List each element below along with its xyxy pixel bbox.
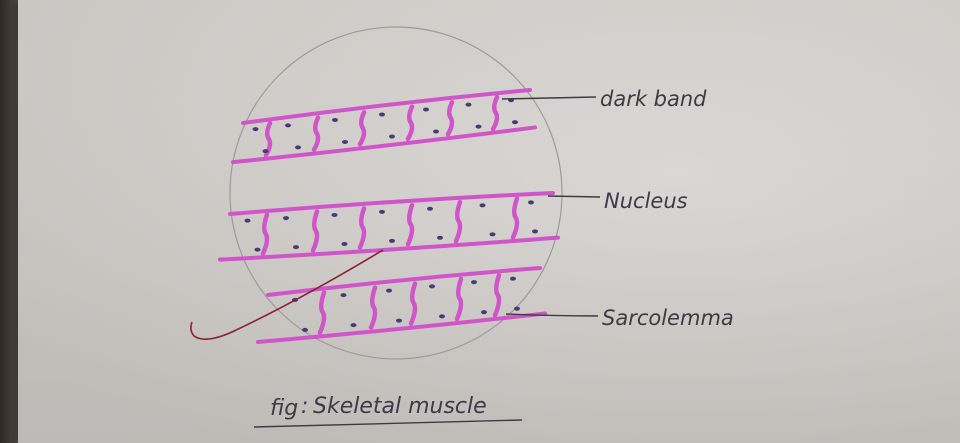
sarcolemma-bottom-edge — [218, 235, 560, 262]
nucleus-dot — [379, 112, 385, 117]
nucleus-dot — [423, 107, 429, 112]
nucleus-dot — [341, 241, 348, 246]
notebook-page — [18, 0, 960, 443]
sarcolemma-top-edge — [241, 88, 532, 125]
nucleus-dot — [252, 127, 259, 132]
muscle-fibers — [218, 88, 560, 344]
sarcolemma-bottom-edge — [256, 311, 547, 344]
label-sarcolemma: Sarcolemma — [602, 306, 734, 330]
nucleus-dot — [254, 247, 261, 252]
nucleus-dot — [302, 327, 308, 332]
sarcolemma-bottom-edge — [231, 125, 537, 165]
nucleus-dot — [437, 235, 443, 240]
nucleus-dot — [350, 323, 357, 328]
nucleus-dot — [512, 120, 518, 125]
dark-band — [453, 199, 463, 244]
nucleus-dot — [439, 314, 445, 319]
label-dark-band: dark band — [600, 87, 707, 111]
nucleus-dot — [514, 306, 520, 311]
nucleus-dot — [342, 139, 348, 144]
dark-band — [357, 110, 367, 147]
dark-band — [405, 203, 415, 247]
sarcolemma-pointer — [505, 313, 599, 317]
nucleus-dot — [475, 124, 482, 129]
nucleus-dot — [429, 284, 435, 289]
nucleus-dot — [295, 145, 301, 150]
caption-prefix: fig — [270, 396, 298, 421]
nucleus-dot — [293, 245, 299, 250]
microscope-field — [229, 26, 563, 360]
dark-band — [492, 273, 502, 318]
dark-band — [405, 104, 415, 142]
nucleus-dot — [489, 232, 496, 237]
nucleus-dot — [532, 229, 538, 234]
pen-stroke-mark — [190, 249, 384, 340]
page-shading — [18, 0, 960, 443]
nucleus-dot — [528, 200, 534, 205]
nucleus-dot — [433, 129, 439, 134]
caption-separator: : — [301, 394, 308, 419]
nucleus-dot — [285, 123, 291, 128]
dark-band — [263, 120, 273, 158]
nucleus-dot — [479, 203, 486, 208]
dark-band — [454, 276, 464, 322]
nucleus-dot — [340, 293, 347, 298]
dark-band — [510, 196, 520, 240]
dark-band — [317, 290, 327, 335]
caption-underline — [253, 419, 523, 428]
nucleus-dot — [465, 102, 472, 107]
sarcolemma-top-edge — [228, 191, 555, 216]
fiber-middle — [218, 191, 560, 262]
nucleus-dot — [283, 216, 289, 221]
nucleus-dot — [244, 218, 251, 223]
nucleus-dot — [386, 288, 392, 293]
nucleus-dot — [481, 310, 487, 315]
fiber-top — [231, 88, 537, 165]
nucleus-dot — [396, 318, 402, 323]
nucleus-dot — [471, 280, 477, 285]
nucleus-dot — [427, 206, 433, 211]
nucleus-pointer — [547, 195, 601, 198]
dark-band — [445, 99, 455, 137]
caption-title: Skeletal muscle — [313, 394, 487, 419]
nucleus-dot — [389, 134, 395, 139]
dark-band — [368, 285, 378, 330]
dark-band — [408, 281, 418, 326]
label-nucleus: Nucleus — [604, 189, 688, 213]
nucleus-dot — [510, 276, 516, 281]
nucleus-dot — [331, 212, 338, 217]
fiber-bottom — [256, 266, 547, 344]
dark-band — [310, 209, 320, 253]
nucleus-dot — [332, 117, 338, 122]
dark-band-pointer — [501, 96, 597, 100]
dark-band — [311, 115, 321, 152]
nucleus-dot — [379, 209, 385, 214]
nucleus-dot — [389, 238, 395, 243]
dark-band — [260, 212, 270, 256]
nucleus-dot — [262, 149, 269, 154]
dark-band — [490, 94, 500, 132]
dark-band — [357, 206, 367, 250]
sarcolemma-top-edge — [266, 266, 542, 297]
